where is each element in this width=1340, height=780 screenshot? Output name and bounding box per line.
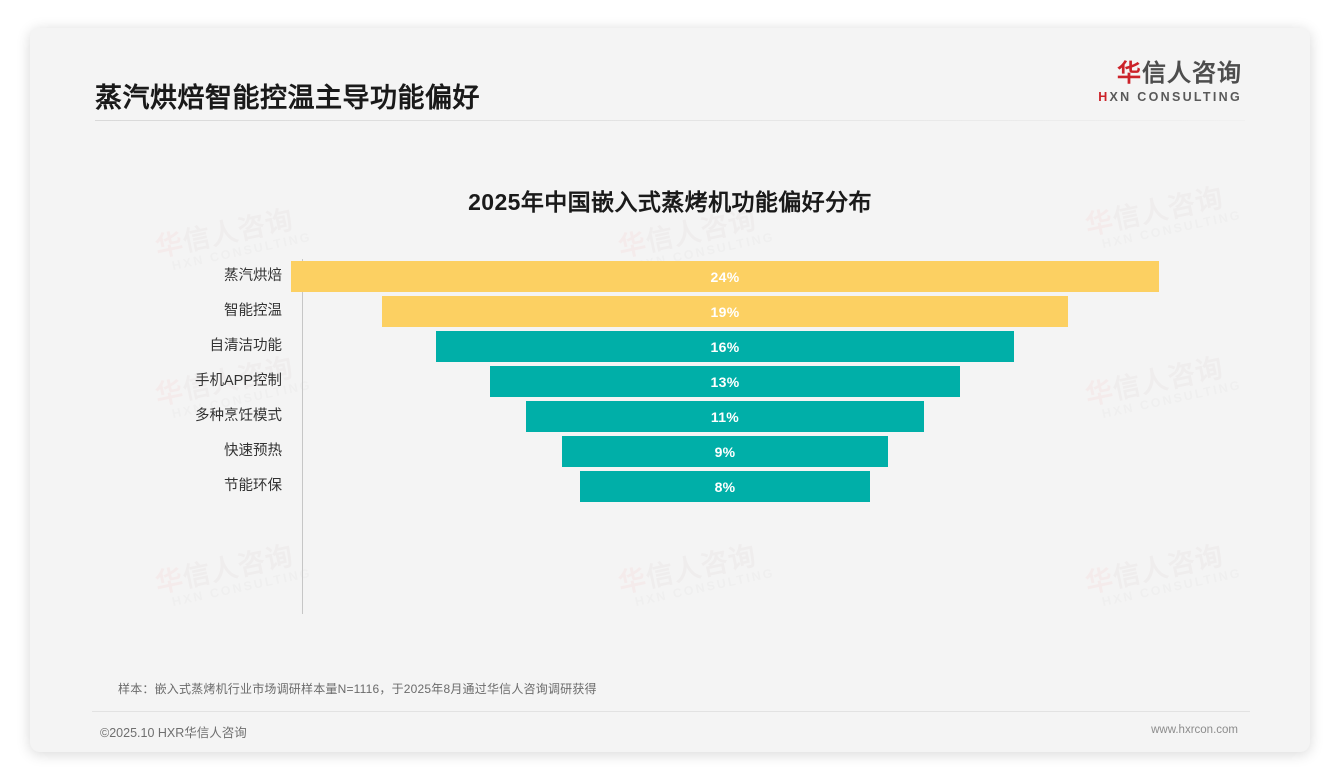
bar-row: 快速预热 9% <box>30 434 1310 469</box>
bar-track: 16% <box>305 329 1310 364</box>
chart-plot: 蒸汽烘焙 24% 智能控温 19% 自清洁功能 16% 手机APP控制 13% 多种烹饪模式 11… <box>30 259 1310 614</box>
bar[interactable]: 24% <box>291 261 1159 292</box>
bar-category-label: 手机APP控制 <box>194 373 282 389</box>
bar-track: 9% <box>305 434 1310 469</box>
bar[interactable]: 9% <box>562 436 888 467</box>
bar-value-label: 11% <box>710 408 740 425</box>
bar-row: 蒸汽烘焙 24% <box>30 259 1310 294</box>
bar[interactable]: 16% <box>435 331 1015 362</box>
bar-category-label: 蒸汽烘焙 <box>224 268 282 284</box>
bar-track: 19% <box>305 294 1310 329</box>
bar-category-label: 节能环保 <box>224 478 282 494</box>
chart-title: 2025年中国嵌入式蒸烤机功能偏好分布 <box>468 189 872 215</box>
bar-category-label: 多种烹饪模式 <box>195 408 282 424</box>
slide-footer: ©2025.10 HXR华信人咨询 www.hxrcon.com <box>30 712 1310 752</box>
logo-cn-accent: 华 <box>1117 60 1142 87</box>
bar[interactable]: 11% <box>526 401 924 432</box>
bar-row: 多种烹饪模式 11% <box>30 399 1310 434</box>
bar-value-label: 16% <box>710 338 740 355</box>
bar-track: 13% <box>305 364 1310 399</box>
bar-row: 智能控温 19% <box>30 294 1310 329</box>
page-title: 蒸汽烘焙智能控温主导功能偏好 <box>95 83 480 113</box>
bar-value-label: 19% <box>710 303 740 320</box>
logo-en-text: HXN CONSULTING <box>1098 90 1242 104</box>
bar-value-label: 9% <box>714 443 736 460</box>
bar[interactable]: 19% <box>381 296 1069 327</box>
copyright-text: ©2025.10 HXR华信人咨询 <box>100 726 247 740</box>
bar-category-label: 智能控温 <box>224 303 282 319</box>
bar-row: 自清洁功能 16% <box>30 329 1310 364</box>
bar[interactable]: 8% <box>580 471 870 502</box>
bar[interactable]: 13% <box>490 366 960 397</box>
website-link[interactable]: www.hxrcon.com <box>1151 724 1238 736</box>
bar-category-label: 自清洁功能 <box>209 338 283 354</box>
bar-track: 24% <box>291 259 1310 294</box>
bar-row: 节能环保 8% <box>30 469 1310 504</box>
bar-value-label: 13% <box>710 373 740 390</box>
bar-track: 11% <box>305 399 1310 434</box>
header-divider <box>95 120 1245 121</box>
logo-en-accent: H <box>1098 90 1110 105</box>
logo-cn-rest: 信人咨询 <box>1142 60 1242 87</box>
chart-area: 2025年中国嵌入式蒸烤机功能偏好分布 蒸汽烘焙 24% 智能控温 19% 自清洁功能 1… <box>30 123 1310 683</box>
source-footnote: 样本：嵌入式蒸烤机行业市场调研样本量N=1116，于2025年8月通过华信人咨询… <box>118 682 597 696</box>
y-axis-line <box>302 259 303 614</box>
bar-value-label: 8% <box>714 478 736 495</box>
bar-rows: 蒸汽烘焙 24% 智能控温 19% 自清洁功能 16% 手机APP控制 13% 多种烹饪模式 11… <box>30 259 1310 504</box>
bar-value-label: 24% <box>710 268 740 285</box>
logo-en-rest: XN CONSULTING <box>1109 90 1242 105</box>
bar-category-label: 快速预热 <box>224 443 282 459</box>
bar-row: 手机APP控制 13% <box>30 364 1310 399</box>
bar-track: 8% <box>305 469 1310 504</box>
slide-header: 蒸汽烘焙智能控温主导功能偏好 华信人咨询 HXN CONSULTING <box>30 28 1310 123</box>
slide-card: 华信人咨询 HXN CONSULTING 华信人咨询 HXN CONSULTIN… <box>30 28 1310 752</box>
footer-divider <box>92 711 1250 712</box>
company-logo: 华信人咨询 HXN CONSULTING <box>1098 60 1242 104</box>
logo-cn-text: 华信人咨询 <box>1098 60 1242 87</box>
